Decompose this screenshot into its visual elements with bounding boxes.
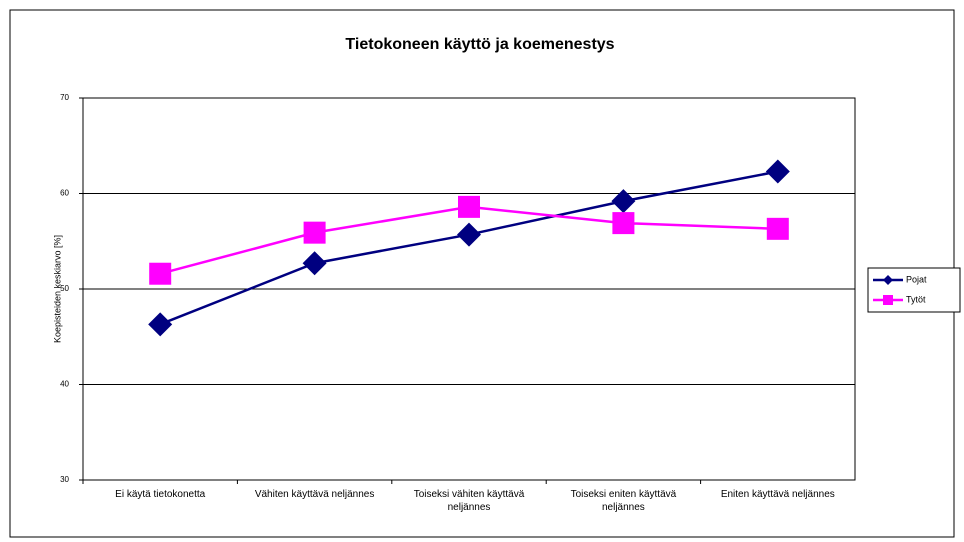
y-tick-label: 50	[60, 284, 69, 293]
legend-label: Pojat	[906, 274, 927, 284]
x-tick-label: Eniten käyttävä neljännes	[720, 489, 835, 500]
x-tick-label: Ei käytä tietokonetta	[115, 489, 206, 500]
legend-marker	[883, 275, 893, 285]
legend-marker	[883, 295, 893, 305]
y-axis-label: Koepisteiden keskiarvo [%]	[52, 235, 62, 343]
chart-title: Tietokoneen käyttö ja koemenestys	[345, 36, 614, 53]
y-tick-label: 40	[60, 380, 69, 389]
marker	[612, 212, 635, 235]
marker	[303, 221, 326, 244]
x-tick-label: Toiseksi vähiten käyttävä neljännes	[413, 489, 525, 513]
y-tick-label: 60	[60, 189, 69, 198]
marker	[458, 195, 480, 218]
legend-label: Tytöt	[906, 294, 926, 304]
marker	[766, 217, 789, 240]
marker	[149, 262, 172, 285]
marker	[302, 251, 327, 276]
x-tick-label: Toiseksi eniten käyttävä neljännes	[570, 489, 677, 513]
x-tick-label: Vähiten käyttävä neljännes	[254, 489, 375, 500]
y-tick-label: 30	[60, 475, 69, 484]
marker	[457, 222, 481, 247]
legend-box	[867, 267, 961, 313]
marker	[611, 189, 636, 214]
y-tick-label: 70	[60, 93, 69, 102]
marker	[148, 312, 173, 337]
marker	[765, 159, 790, 184]
